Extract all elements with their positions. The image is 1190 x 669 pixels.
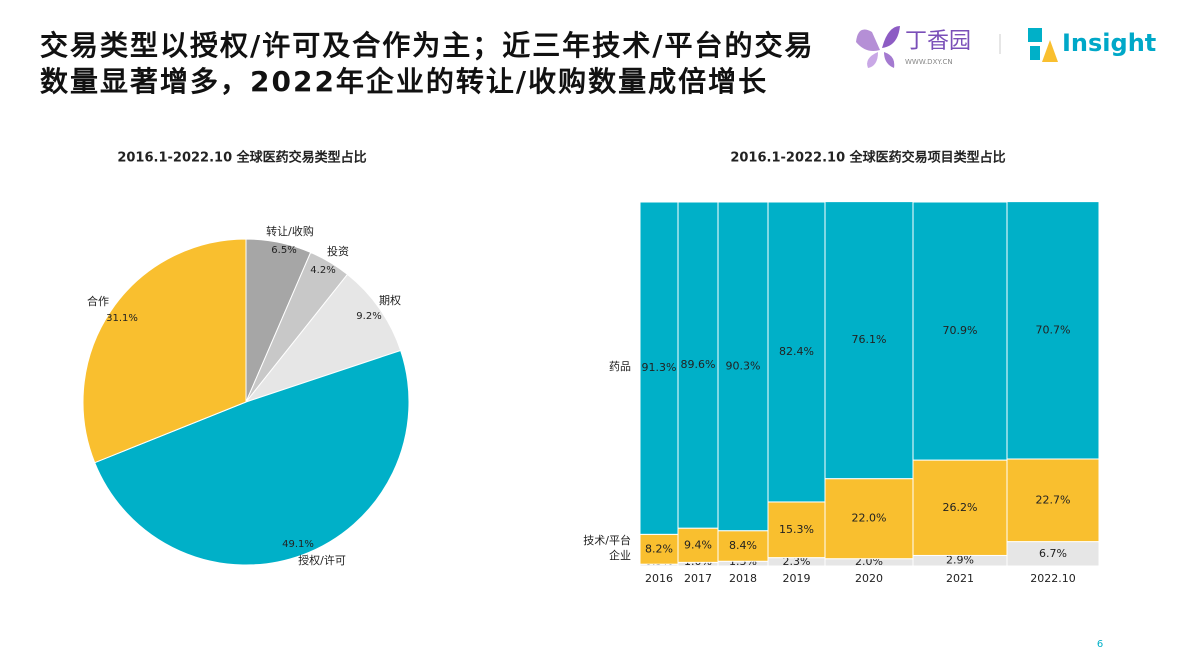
- slide-title: 交易类型以授权/许可及合作为主；近三年技术/平台的交易: [40, 29, 815, 62]
- series-label: 技术/平台: [583, 533, 631, 547]
- value-label: 90.3%: [726, 359, 761, 372]
- x-tick-label: 2021: [946, 572, 974, 585]
- value-label: 89.6%: [681, 358, 716, 371]
- x-tick-label: 2018: [729, 572, 757, 585]
- pie-slice: [94, 349, 410, 566]
- bar-segment: [1006, 201, 1100, 460]
- bar-segment: [1006, 458, 1100, 543]
- bar-segment: [912, 459, 1008, 556]
- slice-name: 转让/收购: [266, 224, 314, 238]
- bar-segment: [639, 201, 679, 535]
- value-label: 8.4%: [729, 539, 757, 552]
- bar-segment: [824, 201, 914, 480]
- value-label: 22.0%: [852, 512, 887, 525]
- value-label: 82.4%: [779, 345, 814, 358]
- chart-title: 2016.1-2022.10 全球医药交易项目类型占比: [730, 150, 1005, 166]
- page-number: 6: [1097, 639, 1103, 650]
- slice-name: 投资: [327, 244, 349, 258]
- slice-value-label: 6.5%: [271, 245, 296, 256]
- x-tick-label: 2020: [855, 572, 883, 585]
- brand: Insight: [1062, 29, 1156, 57]
- logo-name: 丁香园: [905, 29, 971, 54]
- dxy-logo: 丁香园 WWW.DXY.CN: [856, 26, 971, 68]
- pie-slice: [82, 238, 247, 464]
- slice-value-label: 4.2%: [310, 265, 335, 276]
- value-label: 15.3%: [779, 523, 814, 536]
- bar-segment: [677, 527, 719, 563]
- bar-segment: [912, 201, 1008, 461]
- logo-url: WWW.DXY.CN: [905, 58, 953, 66]
- value-label: 9.4%: [684, 538, 712, 551]
- bar-segment: [1006, 541, 1100, 567]
- bar-segment: [677, 201, 719, 529]
- slice-value-label: 9.2%: [356, 311, 381, 322]
- value-label: 6.7%: [1039, 547, 1067, 560]
- slice-name: 期权: [379, 294, 401, 307]
- chart-title: 2016.1-2022.10 全球医药交易类型占比: [117, 150, 366, 166]
- slice-name: 合作: [87, 294, 109, 308]
- x-tick-label: 2019: [783, 572, 811, 585]
- value-label: 22.7%: [1036, 493, 1071, 506]
- bar-segment: [767, 201, 826, 503]
- series-label: 药品: [609, 360, 631, 373]
- value-label: 70.7%: [1036, 323, 1071, 336]
- value-label: 2.9%: [946, 554, 974, 567]
- x-tick-label: 2016: [645, 572, 673, 585]
- slice-value-label: 49.1%: [282, 539, 314, 550]
- value-label: 26.2%: [943, 501, 978, 514]
- value-label: 91.3%: [642, 361, 677, 374]
- insight-logo: Insight: [1028, 28, 1156, 62]
- pie-slice: [244, 273, 402, 404]
- x-tick-label: 2022.10: [1030, 572, 1076, 585]
- x-tick-label: 2017: [684, 572, 712, 585]
- value-label: 70.9%: [943, 324, 978, 337]
- value-label: 76.1%: [852, 333, 887, 346]
- slide-title: 数量显著增多，2022年企业的转让/收购数量成倍增长: [40, 65, 769, 98]
- slice-name: 授权/许可: [298, 553, 346, 567]
- bar-segment: [717, 201, 769, 532]
- bar-segment: [639, 533, 679, 565]
- bar-segment: [824, 478, 914, 560]
- series-label: 企业: [609, 548, 631, 562]
- bar-segment: [767, 501, 826, 559]
- slice-value-label: 31.1%: [106, 313, 138, 324]
- value-label: 8.2%: [645, 542, 673, 555]
